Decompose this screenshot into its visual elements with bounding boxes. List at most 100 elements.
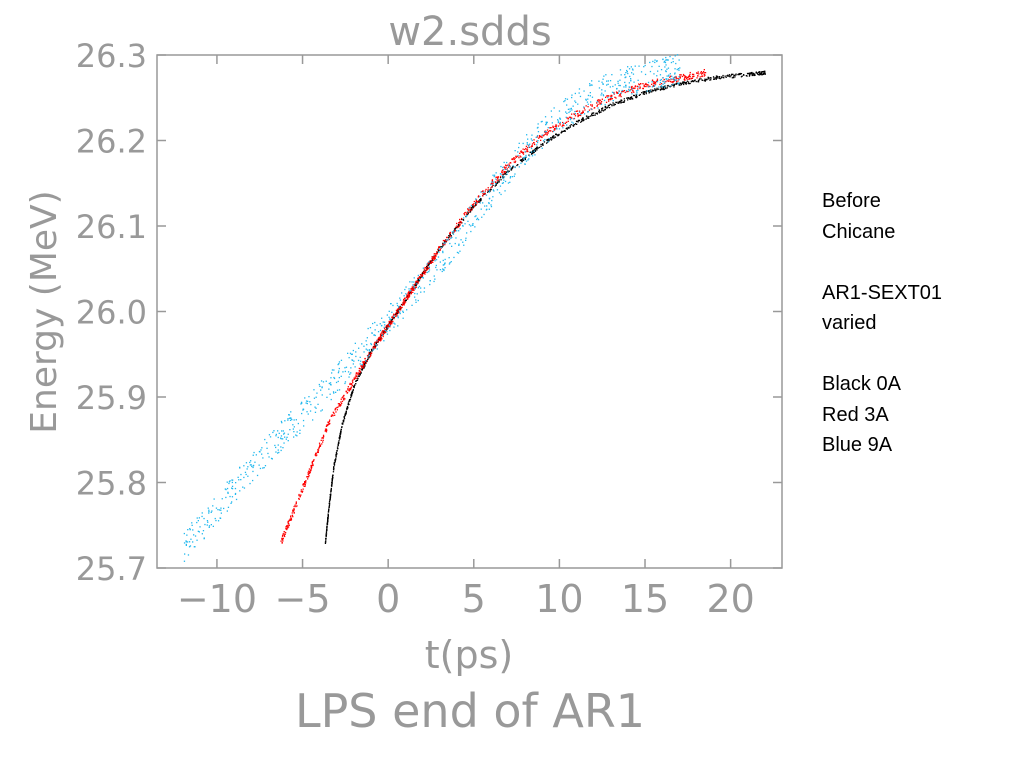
data-point <box>354 366 356 368</box>
data-point <box>331 482 333 484</box>
data-point <box>703 73 705 75</box>
data-point <box>312 464 314 467</box>
data-point <box>337 443 339 445</box>
data-point <box>345 413 347 415</box>
data-point <box>584 109 586 111</box>
data-point <box>373 344 376 346</box>
data-point <box>611 104 613 106</box>
data-point <box>574 113 576 115</box>
data-point <box>638 83 640 85</box>
annotation-line: AR1-SEXT01 <box>822 281 943 304</box>
data-point <box>729 76 731 78</box>
data-point <box>485 194 488 196</box>
data-point <box>328 388 330 390</box>
data-point <box>285 526 287 528</box>
data-point <box>671 75 673 77</box>
data-point <box>220 509 222 511</box>
data-point <box>350 353 353 355</box>
data-point <box>414 284 416 286</box>
data-point <box>450 261 452 263</box>
data-point <box>625 72 627 74</box>
data-point <box>572 125 575 127</box>
data-point <box>329 497 331 500</box>
data-point <box>349 400 351 402</box>
data-point <box>468 224 471 226</box>
data-point <box>269 436 272 438</box>
data-point <box>334 460 336 462</box>
data-point <box>495 176 497 178</box>
annotation-line: varied <box>822 312 877 334</box>
data-point <box>344 415 346 417</box>
data-point <box>374 334 376 337</box>
data-point <box>326 527 328 529</box>
data-point <box>633 91 635 93</box>
data-point <box>321 387 323 389</box>
data-point <box>397 308 399 310</box>
data-point <box>434 258 436 260</box>
data-point <box>347 389 349 391</box>
data-point <box>508 170 510 172</box>
data-point <box>509 167 511 169</box>
data-point <box>281 430 283 432</box>
data-point <box>444 242 446 244</box>
data-point <box>334 461 336 463</box>
data-point <box>204 523 206 526</box>
data-point <box>628 89 630 91</box>
data-point <box>547 127 549 129</box>
data-point <box>648 91 650 93</box>
data-point <box>691 77 694 79</box>
data-point <box>388 323 390 325</box>
data-point <box>397 317 399 319</box>
data-point <box>481 191 483 193</box>
data-point <box>751 73 753 75</box>
data-point <box>615 97 617 99</box>
data-point <box>346 391 349 394</box>
data-point <box>288 414 290 416</box>
data-point <box>463 217 465 219</box>
data-point <box>502 177 504 179</box>
data-point <box>627 66 629 68</box>
data-point <box>624 91 626 94</box>
data-point <box>580 121 582 123</box>
data-point <box>266 447 268 449</box>
data-point <box>639 87 641 90</box>
data-point <box>509 177 511 179</box>
data-point <box>740 73 743 75</box>
data-point <box>345 391 347 393</box>
data-point <box>496 189 499 191</box>
data-point <box>443 269 445 272</box>
data-point <box>609 86 611 88</box>
data-point <box>287 520 290 522</box>
data-point <box>295 505 297 508</box>
data-point <box>487 191 489 193</box>
data-point <box>590 104 592 106</box>
data-point <box>370 354 372 357</box>
data-point <box>470 208 472 210</box>
data-point <box>397 315 399 317</box>
data-point <box>554 125 556 128</box>
data-point <box>234 487 237 490</box>
data-point <box>340 428 342 431</box>
data-point <box>531 143 534 145</box>
data-point <box>310 470 312 472</box>
annotation-line: Chicane <box>822 220 896 243</box>
data-point <box>342 421 344 423</box>
data-point <box>646 84 648 86</box>
data-point <box>534 149 536 152</box>
data-point <box>284 533 286 535</box>
data-point <box>520 162 522 164</box>
data-point <box>351 353 353 355</box>
data-point <box>745 75 747 77</box>
data-point <box>734 74 736 76</box>
data-point <box>348 401 350 403</box>
data-point <box>525 154 527 157</box>
data-point <box>337 380 339 383</box>
data-point <box>567 120 569 122</box>
data-point <box>359 368 361 370</box>
data-point <box>664 60 666 62</box>
data-point <box>448 257 450 259</box>
data-point <box>444 241 447 243</box>
data-point <box>399 297 401 299</box>
data-point <box>655 89 657 91</box>
data-point <box>395 309 398 312</box>
